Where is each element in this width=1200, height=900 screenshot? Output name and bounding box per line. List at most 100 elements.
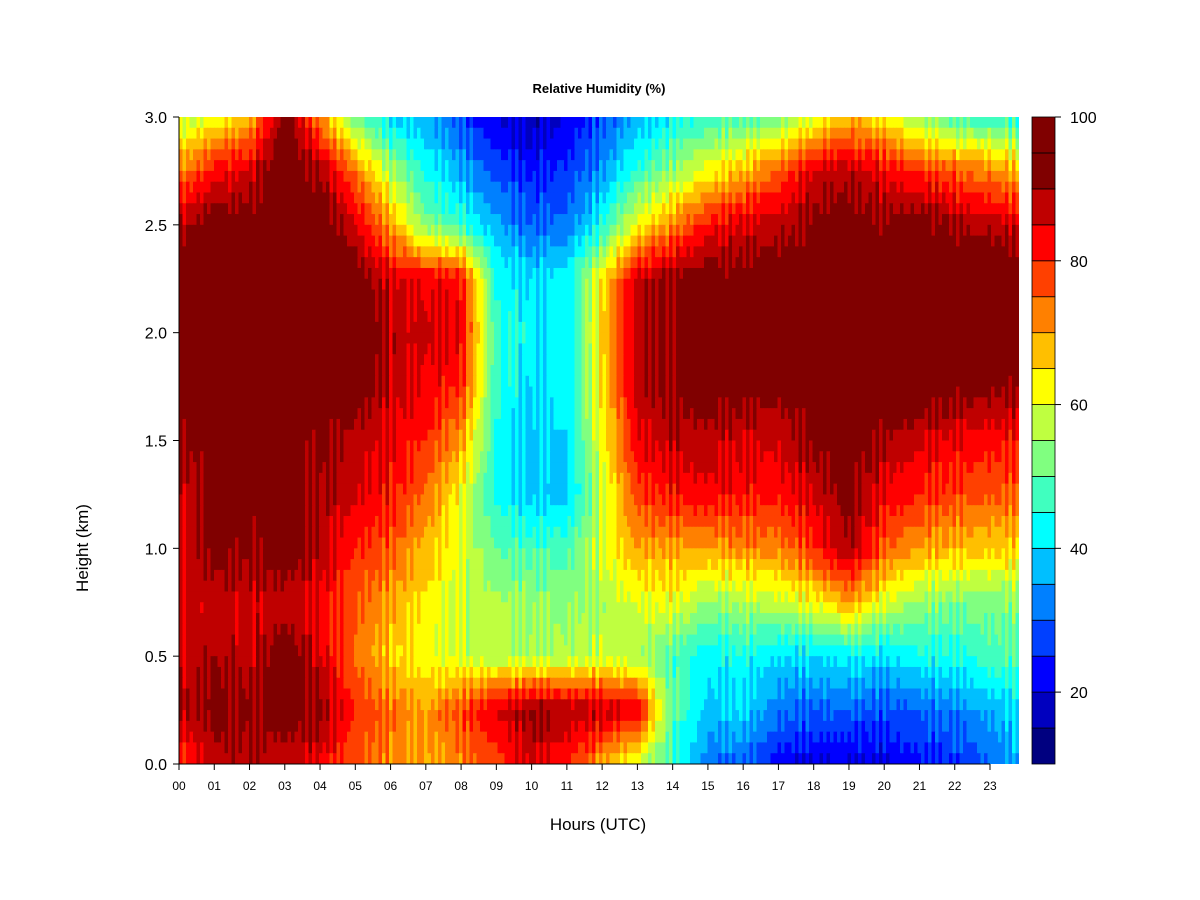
heatmap-cell <box>711 289 716 301</box>
heatmap-cell <box>658 192 663 204</box>
heatmap-cell <box>921 267 926 280</box>
heatmap-cell <box>252 181 257 194</box>
heatmap-cell <box>966 214 971 226</box>
heatmap-cell <box>245 311 250 323</box>
heatmap-cell <box>385 224 390 237</box>
heatmap-cell <box>858 332 863 345</box>
heatmap-cell <box>427 203 432 215</box>
heatmap-cell <box>312 149 317 161</box>
heatmap-cell <box>315 203 320 215</box>
heatmap-cell <box>333 332 338 345</box>
heatmap-cell <box>455 321 460 334</box>
heatmap-cell <box>602 278 607 291</box>
heatmap-cell <box>357 257 362 269</box>
heatmap-cell <box>630 300 635 312</box>
heatmap-cell <box>795 138 800 150</box>
heatmap-cell <box>487 117 492 129</box>
heatmap-cell <box>361 224 366 237</box>
heatmap-cell <box>490 332 495 345</box>
heatmap-cell <box>599 332 604 345</box>
heatmap-cell <box>354 311 359 323</box>
heatmap-cell <box>578 300 583 312</box>
heatmap-cell <box>329 300 334 312</box>
heatmap-cell <box>350 117 355 129</box>
heatmap-cell <box>872 224 877 237</box>
heatmap-cell <box>693 181 698 194</box>
heatmap-cell <box>256 257 261 269</box>
heatmap-cell <box>375 117 380 129</box>
heatmap-cell <box>977 149 982 161</box>
heatmap-cell <box>403 214 408 226</box>
heatmap-cell <box>875 181 880 194</box>
heatmap-cell <box>284 300 289 312</box>
heatmap-cell <box>700 160 705 172</box>
heatmap-cell <box>700 149 705 161</box>
heatmap-cell <box>980 278 985 291</box>
heatmap-cell <box>627 224 632 237</box>
heatmap-cell <box>333 257 338 269</box>
heatmap-cell <box>1008 192 1013 204</box>
heatmap-cell <box>851 149 856 161</box>
heatmap-cell <box>823 224 828 237</box>
heatmap-cell <box>368 332 373 345</box>
heatmap-cell <box>305 235 310 247</box>
heatmap-cell <box>791 278 796 291</box>
heatmap-cell <box>259 235 264 247</box>
heatmap-cell <box>644 214 649 226</box>
heatmap-cell <box>280 127 285 140</box>
heatmap-cell <box>816 257 821 269</box>
heatmap-cell <box>196 267 201 280</box>
heatmap-cell <box>413 332 418 345</box>
heatmap-cell <box>263 332 268 345</box>
heatmap-cell <box>287 127 292 140</box>
heatmap-cell <box>914 267 919 280</box>
heatmap-cell <box>179 138 184 150</box>
heatmap-cell <box>452 267 457 280</box>
heatmap-cell <box>501 311 506 323</box>
heatmap-cell <box>501 214 506 226</box>
heatmap-cell <box>578 246 583 258</box>
heatmap-cell <box>861 332 866 345</box>
heatmap-cell <box>224 149 229 161</box>
heatmap-cell <box>998 246 1003 258</box>
heatmap-cell <box>711 181 716 194</box>
heatmap-cell <box>522 321 527 334</box>
heatmap-cell <box>886 117 891 129</box>
heatmap-cell <box>221 321 226 334</box>
heatmap-cell <box>781 289 786 301</box>
heatmap-cell <box>627 170 632 183</box>
heatmap-cell <box>690 127 695 140</box>
heatmap-cell <box>711 203 716 215</box>
heatmap-cell <box>616 300 621 312</box>
heatmap-cell <box>564 138 569 150</box>
heatmap-cell <box>882 289 887 301</box>
heatmap-cell <box>882 138 887 150</box>
heatmap-cell <box>319 278 324 291</box>
heatmap-cell <box>662 181 667 194</box>
heatmap-cell <box>581 117 586 129</box>
heatmap-cell <box>210 224 215 237</box>
heatmap-cell <box>662 235 667 247</box>
heatmap-cell <box>938 289 943 301</box>
heatmap-cell <box>886 192 891 204</box>
heatmap-cell <box>186 117 191 129</box>
heatmap-cell <box>515 246 520 258</box>
heatmap-cell <box>434 214 439 226</box>
heatmap-cell <box>1015 321 1019 334</box>
heatmap-cell <box>1012 181 1017 194</box>
heatmap-cell <box>676 138 681 150</box>
heatmap-cell <box>224 289 229 301</box>
heatmap-cell <box>273 203 278 215</box>
heatmap-cell <box>189 170 194 183</box>
heatmap-cell <box>322 300 327 312</box>
heatmap-cell <box>361 321 366 334</box>
heatmap-cell <box>515 321 520 334</box>
heatmap-cell <box>816 160 821 172</box>
heatmap-cell <box>763 214 768 226</box>
heatmap-cell <box>977 224 982 237</box>
heatmap-cell <box>182 170 187 183</box>
heatmap-cell <box>735 321 740 334</box>
heatmap-cell <box>490 181 495 194</box>
heatmap-cell <box>980 138 985 150</box>
heatmap-cell <box>840 149 845 161</box>
